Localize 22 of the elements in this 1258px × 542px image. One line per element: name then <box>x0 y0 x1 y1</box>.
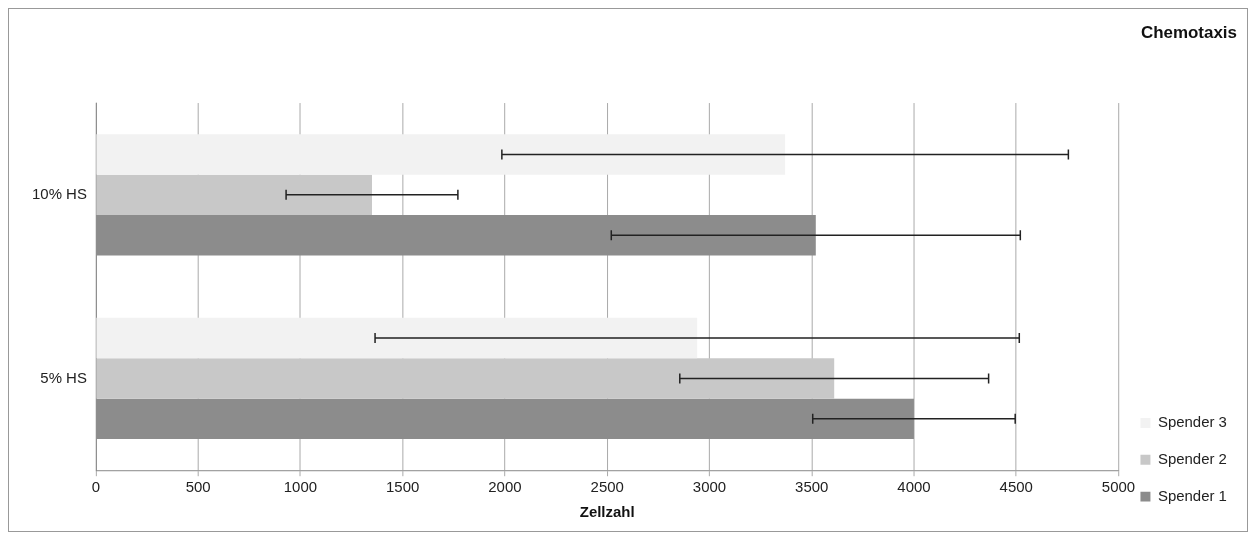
x-tick-label: 3500 <box>795 478 829 496</box>
x-tick-label: 1000 <box>283 478 318 496</box>
bar <box>96 358 835 399</box>
x-tick-label: 2000 <box>488 478 522 496</box>
x-tick-label: 5000 <box>1101 478 1136 496</box>
y-tick-label: 5% HS <box>40 368 87 386</box>
x-tick-label: 4000 <box>897 478 931 496</box>
legend-label: Spender 1 <box>1157 486 1227 504</box>
legend-label: Spender 3 <box>1157 413 1227 431</box>
x-axis-title: Zellzahl <box>579 503 635 521</box>
x-tick-label: 1500 <box>386 478 420 496</box>
x-tick-label: 2500 <box>590 478 624 496</box>
x-tick-label: 4500 <box>999 478 1033 496</box>
bar <box>96 317 698 359</box>
y-tick-label: 10% HS <box>32 184 87 202</box>
legend-label: Spender 2 <box>1157 449 1227 467</box>
x-tick-label: 500 <box>185 478 211 496</box>
x-tick-label: 0 <box>91 478 101 496</box>
bar <box>96 174 372 216</box>
x-tick-label: 3000 <box>692 478 727 496</box>
bar <box>96 134 786 175</box>
text: Chemotaxis <box>1140 22 1238 42</box>
